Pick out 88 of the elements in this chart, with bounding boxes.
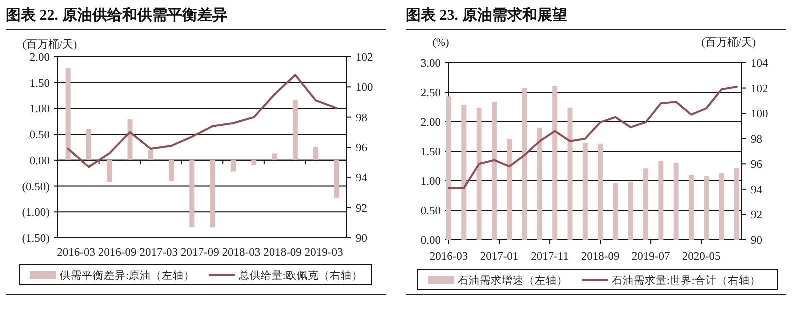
bar xyxy=(704,176,710,240)
y-tick-label: 0.50 xyxy=(420,206,442,218)
x-tick-label: 2018-03 xyxy=(222,247,261,259)
bar xyxy=(66,68,71,160)
bar xyxy=(582,143,588,240)
x-tick-label: 2017-03 xyxy=(140,247,178,259)
y2-tick-label: 100 xyxy=(356,82,374,94)
bar xyxy=(272,154,278,160)
y-tick-label: 1.50 xyxy=(30,78,50,90)
y-tick-label: (1.50) xyxy=(22,233,50,245)
bar xyxy=(598,144,604,240)
y2-tick-label: 92 xyxy=(356,202,368,215)
line-series xyxy=(67,74,338,168)
bar xyxy=(734,168,740,240)
y-tick-label: 2.50 xyxy=(420,88,442,100)
bar xyxy=(210,160,216,228)
y-tick-label: 1.00 xyxy=(420,176,442,188)
y-tick-label: 2.00 xyxy=(420,117,442,129)
x-tick-label: 2016-03 xyxy=(430,251,468,263)
y2-tick-label: 104 xyxy=(751,58,768,70)
bar xyxy=(148,150,154,160)
y-tick-label: 1.50 xyxy=(420,146,442,158)
bar xyxy=(522,88,528,240)
y2-tick-label: 96 xyxy=(356,142,368,154)
y-tick-label: 0.00 xyxy=(420,235,442,247)
bar xyxy=(190,160,195,228)
y2-tick-label: 102 xyxy=(751,83,768,96)
bar xyxy=(107,160,112,182)
bar xyxy=(292,100,298,160)
y2-tick-label: 92 xyxy=(751,210,763,222)
line-series xyxy=(448,86,738,190)
y2-tick-label: 100 xyxy=(751,108,768,121)
bar xyxy=(128,120,133,160)
y2-tick-label: 94 xyxy=(356,172,368,185)
chart-title: 图表 22. 原油供给和供需平衡差异 xyxy=(6,7,228,24)
bar xyxy=(688,175,694,240)
bar xyxy=(568,108,573,240)
y2-axis-title: (百万桶/天) xyxy=(702,37,756,49)
bar xyxy=(492,102,497,240)
legend-label: 供需平衡差异:原油（左轴） xyxy=(60,269,195,282)
x-tick-label: 2016-03 xyxy=(57,247,96,259)
bar xyxy=(314,146,319,160)
x-tick-label: 2019-07 xyxy=(632,251,670,263)
y2-tick-label: 98 xyxy=(751,134,763,146)
bar xyxy=(674,163,679,240)
bar xyxy=(658,160,664,240)
bar xyxy=(476,108,482,240)
bar xyxy=(537,128,542,240)
x-tick-label: 2018-09 xyxy=(581,251,620,263)
y-axis-title: (百万桶/天) xyxy=(22,39,78,51)
y2-tick-label: 90 xyxy=(356,233,368,245)
bar xyxy=(86,129,92,160)
bar xyxy=(230,160,236,172)
y-tick-label: 1.00 xyxy=(30,104,50,116)
bar xyxy=(462,104,467,240)
legend-label: 石油需求增速（左轴） xyxy=(458,274,568,287)
y-tick-label: (0.50) xyxy=(22,181,50,194)
y2-tick-label: 96 xyxy=(751,159,763,172)
y-tick-label: 3.00 xyxy=(420,58,442,70)
x-tick-label: 2017-11 xyxy=(531,251,570,263)
y-tick-label: (1.00) xyxy=(22,207,50,220)
x-tick-label: 2018-09 xyxy=(264,247,302,259)
y-tick-label: 0.00 xyxy=(30,155,50,168)
bar xyxy=(644,168,649,240)
y-tick-label: 0.50 xyxy=(30,130,50,142)
bar xyxy=(507,139,512,240)
x-tick-label: 2017-09 xyxy=(181,247,220,259)
x-tick-label: 2016-09 xyxy=(98,247,138,259)
y2-tick-label: 98 xyxy=(356,112,368,124)
y-tick-label: 2.00 xyxy=(30,52,50,64)
bar xyxy=(628,182,634,240)
bar xyxy=(552,86,558,240)
y-axis-title: (%) xyxy=(432,37,450,49)
bar xyxy=(169,160,174,182)
bar xyxy=(334,160,340,198)
bar xyxy=(719,173,724,240)
x-tick-label: 2017-01 xyxy=(480,251,519,263)
y2-tick-label: 94 xyxy=(751,184,763,196)
x-tick-label: 2020-05 xyxy=(682,251,721,263)
legend-label: 石油需求量:世界:合计（右轴） xyxy=(612,274,761,287)
y2-tick-label: 102 xyxy=(356,52,374,64)
bar xyxy=(446,96,452,240)
y2-tick-label: 90 xyxy=(751,235,763,247)
x-tick-label: 2019-03 xyxy=(304,247,344,259)
bar xyxy=(613,183,618,240)
bar xyxy=(252,160,257,166)
legend-label: 总供给量:欧佩克（右轴） xyxy=(238,269,363,282)
chart-title: 图表 23. 原油需求和展望 xyxy=(406,6,568,24)
